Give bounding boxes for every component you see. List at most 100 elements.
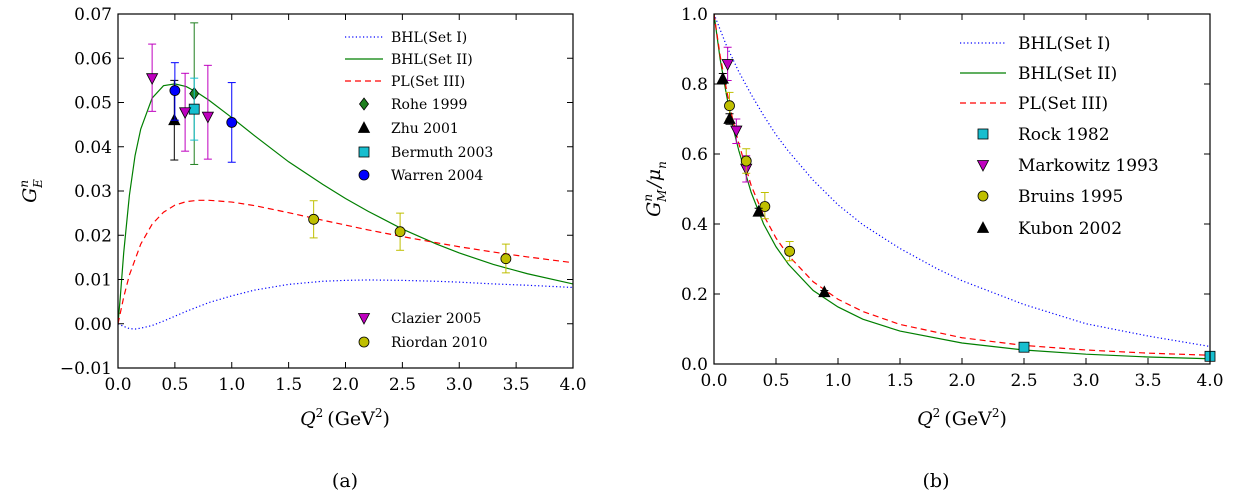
legend-pl-set-iii-label: PL(Set III) (391, 74, 465, 90)
legend-bhl-set-i-label: BHL(Set I) (1018, 34, 1111, 54)
x-tick-label: 2.0 (332, 375, 359, 395)
y-tick-label: 0.04 (74, 138, 112, 158)
panel-a-label: (a) (332, 470, 358, 492)
legend-bermuth-2003: Bermuth 2003 (358, 145, 493, 161)
point-warren-2004-marker (169, 85, 181, 96)
point-bermuth-2003-marker (188, 103, 200, 115)
legend-markowitz-1993-marker (976, 160, 990, 172)
legend-bruins-1995-label: Bruins 1995 (1018, 187, 1123, 207)
panel-a: 0.0 0.5 1.0 1.5 2.0 2.5 3.0 3.5 4.0 −0.01 0.00 0.01… (17, 5, 587, 492)
series-bhl-set-ii-line (118, 83, 573, 324)
panel-b-curves (714, 14, 1210, 360)
legend-riordan-2010: Riordan 2010 (358, 335, 488, 351)
point-riordan-2010-marker (394, 226, 406, 238)
point-kubon-2002-marker (818, 285, 831, 298)
legend-clazier-2005-marker (357, 313, 371, 325)
y-tick-label: 0.07 (74, 5, 112, 25)
point-markowitz-1993-marker (730, 125, 743, 138)
panel-b-xlabel: Q2 (GeV2) (917, 406, 1007, 430)
y-tick-label: 0.0 (681, 355, 708, 375)
legend-bruins-1995: Bruins 1995 (977, 187, 1123, 207)
series-bhl-set-i-line (714, 14, 1210, 348)
legend-riordan-2010-label: Riordan 2010 (391, 335, 488, 351)
panel-a-ylabel: GnE (17, 179, 45, 203)
x-tick-label: 1.5 (275, 375, 302, 395)
x-tick-label: 0.0 (700, 371, 727, 391)
point-riordan-2010-marker (500, 253, 512, 265)
x-tick-label: 0.5 (161, 375, 188, 395)
panel-a-legend: BHL(Set I) BHL(Set II) PL(Set III) Rohe 199… (345, 30, 493, 351)
legend-rohe-1999: Rohe 1999 (359, 97, 467, 113)
legend-kubon-2002-label: Kubon 2002 (1018, 219, 1122, 239)
legend-bhl-set-ii-label: BHL(Set II) (391, 52, 473, 68)
y-tick-label: 0.01 (74, 271, 112, 291)
panel-a-ticks: 0.0 0.5 1.0 1.5 2.0 2.5 3.0 3.5 4.0 −0.01 0.00 0.01… (60, 5, 587, 395)
point-riordan-2010-marker (308, 213, 320, 225)
panel-b-ticks: 0.0 0.5 1.0 1.5 2.0 2.5 3.0 3.5 4.0 0.0 0.2 0.4 0.6 0… (681, 5, 1224, 391)
x-tick-label: 3.5 (503, 375, 530, 395)
panel-b: 0.0 0.5 1.0 1.5 2.0 2.5 3.0 3.5 4.0 0.0 0.2 0.4 0.6 0… (641, 5, 1224, 492)
legend-rock-1982-marker (977, 128, 989, 140)
panel-a-points (145, 22, 512, 274)
point-warren-2004-marker (226, 117, 238, 128)
legend-bhl-set-i: BHL(Set I) (960, 34, 1111, 54)
x-tick-label: 1.0 (218, 375, 245, 395)
x-tick-label: 1.0 (824, 371, 851, 391)
point-clazier-2005-marker (201, 111, 215, 124)
y-tick-label: 0.06 (74, 49, 112, 69)
point-clazier-2005-marker (178, 107, 192, 120)
legend-kubon-2002: Kubon 2002 (976, 219, 1122, 239)
point-kubon-2002-marker (752, 204, 765, 217)
legend-bermuth-2003-marker (358, 146, 370, 158)
panel-a-frame (117, 13, 574, 369)
point-zhu-2001-marker (168, 113, 181, 126)
x-tick-label: 1.5 (886, 371, 913, 391)
x-tick-label: 0.0 (104, 375, 131, 395)
legend-warren-2004-marker (358, 169, 370, 181)
panel-a-xlabel: Q2 (GeV2) (300, 406, 390, 430)
point-bruins-1995-marker (740, 155, 752, 167)
legend-rock-1982: Rock 1982 (977, 125, 1110, 145)
legend-clazier-2005-label: Clazier 2005 (391, 311, 481, 327)
panel-b-legend: BHL(Set I) BHL(Set II) PL(Set III) Rock 198… (960, 34, 1159, 239)
legend-pl-set-iii: PL(Set III) (960, 94, 1108, 114)
y-tick-label: −0.01 (60, 359, 112, 379)
legend-bhl-set-i: BHL(Set I) (345, 30, 467, 46)
legend-pl-set-iii-label: PL(Set III) (1018, 94, 1108, 114)
y-tick-label: 0.00 (74, 315, 112, 335)
legend-warren-2004: Warren 2004 (358, 168, 483, 184)
x-tick-label: 2.0 (948, 371, 975, 391)
legend-bhl-set-ii-label: BHL(Set II) (1018, 64, 1117, 84)
legend-zhu-2001: Zhu 2001 (357, 121, 459, 137)
panel-b-ylabel: GnM/μn (641, 161, 669, 217)
legend-zhu-2001-marker (357, 121, 371, 133)
point-clazier-2005-marker (145, 73, 159, 86)
y-tick-label: 1.0 (681, 5, 708, 25)
legend-riordan-2010-marker (358, 336, 370, 348)
legend-markowitz-1993: Markowitz 1993 (976, 156, 1159, 176)
series-bhl-set-ii-line (714, 14, 1210, 360)
x-tick-label: 0.5 (762, 371, 789, 391)
legend-rohe-1999-label: Rohe 1999 (391, 97, 467, 113)
legend-bhl-set-ii: BHL(Set II) (345, 52, 473, 68)
y-tick-label: 0.6 (681, 145, 708, 165)
point-bruins-1995-marker (724, 100, 735, 112)
legend-bhl-set-ii: BHL(Set II) (960, 64, 1117, 84)
y-tick-label: 0.4 (681, 215, 708, 235)
panel-b-points (716, 46, 1216, 362)
legend-clazier-2005: Clazier 2005 (357, 311, 481, 327)
x-tick-label: 3.0 (446, 375, 473, 395)
legend-rock-1982-label: Rock 1982 (1018, 125, 1110, 145)
point-bruins-1995-marker (759, 201, 771, 212)
legend-bhl-set-i-label: BHL(Set I) (391, 30, 467, 46)
legend-zhu-2001-label: Zhu 2001 (391, 121, 459, 137)
x-tick-label: 4.0 (559, 375, 586, 395)
point-markowitz-1993-marker (721, 59, 734, 71)
panel-a-curves (118, 83, 573, 330)
legend-bruins-1995-marker (977, 190, 989, 202)
point-kubon-2002-marker (716, 71, 729, 84)
y-tick-label: 0.05 (74, 94, 112, 114)
x-tick-label: 3.0 (1072, 371, 1099, 391)
legend-markowitz-1993-label: Markowitz 1993 (1018, 156, 1159, 176)
